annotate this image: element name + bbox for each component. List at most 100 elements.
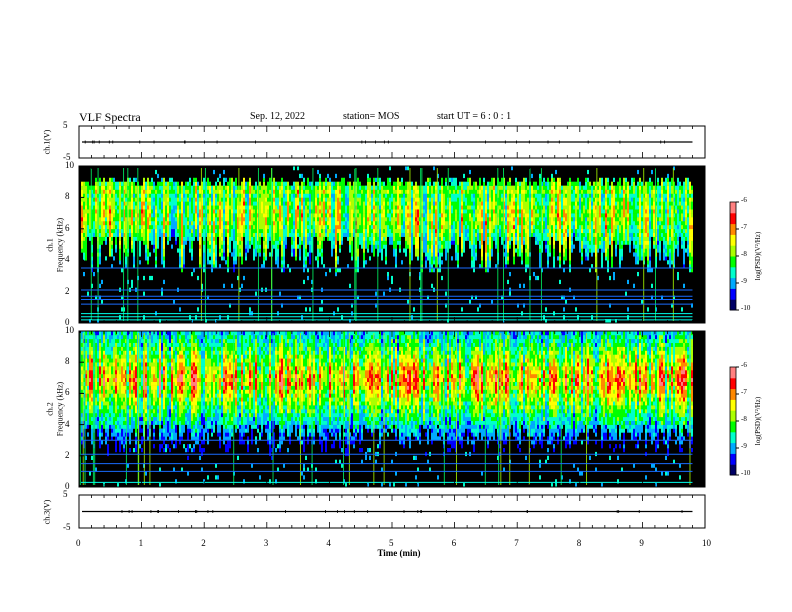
colorbar-cell: [730, 381, 736, 384]
impulse-streak: [455, 333, 457, 485]
spectrogram-ch2-cells: [79, 331, 693, 488]
colorbar-cell: [730, 370, 736, 373]
impulse-streak: [200, 168, 202, 321]
impulse-streak: [97, 168, 99, 321]
colorbar-cell: [730, 268, 736, 271]
x-tick-label: 0: [76, 538, 81, 548]
colorbar-cell: [730, 274, 736, 277]
colorbar-cell: [730, 295, 736, 298]
colorbar-cell: [730, 286, 736, 289]
colorbar-cell: [730, 367, 736, 370]
y-tick-label: 5: [63, 120, 68, 130]
y-tick-label: 0: [65, 317, 70, 327]
colorbar-cell: [730, 256, 736, 259]
colorbar-cell: [730, 304, 736, 307]
colorbar-cell: [730, 218, 736, 221]
impulse-streak: [143, 333, 145, 485]
impulse-streak: [654, 168, 656, 321]
x-tick-label: 10: [702, 538, 711, 548]
colorbar-cell: [730, 245, 736, 248]
impulse-streak: [672, 168, 674, 321]
x-axis-label: Time (min): [377, 548, 421, 558]
y-tick-label: 10: [65, 160, 74, 170]
impulse-streak: [79, 333, 81, 485]
x-tick-label: 1: [138, 538, 144, 548]
colorbar-cell: [730, 275, 736, 279]
colorbar-cell: [730, 221, 736, 225]
colorbar-cell: [730, 241, 736, 244]
impulse-streak: [84, 333, 86, 485]
colorbar-cell: [730, 415, 736, 418]
date-label: Sep. 12, 2022: [250, 111, 305, 122]
y-tick-label: -5: [63, 522, 71, 532]
impulse-streak: [238, 168, 240, 321]
y-axis-label-voltage: ch.3(V): [42, 499, 52, 524]
colorbar-cell: [730, 234, 736, 237]
colorbar-cell: [730, 430, 736, 433]
colorbar-cell: [730, 283, 736, 286]
colorbar-cell: [730, 419, 736, 422]
impulse-streak: [82, 333, 84, 485]
y-tick-label: -5: [63, 152, 71, 162]
colorbar-cell: [730, 368, 736, 372]
colorbar-cell: [730, 464, 736, 467]
y-tick-label: 2: [65, 285, 70, 296]
colorbar-cell: [730, 399, 736, 402]
impulse-streak: [355, 168, 357, 321]
colorbar-tick-label: -8: [741, 415, 747, 423]
impulse-streak: [484, 333, 486, 485]
x-tick-label: 3: [263, 538, 269, 548]
colorbar-cell: [730, 471, 736, 474]
colorbar-cell: [730, 230, 736, 234]
colorbar-cell: [730, 406, 736, 409]
impulse-streak: [503, 168, 505, 321]
colorbar-cell: [730, 202, 736, 205]
colorbar-cell: [730, 257, 736, 261]
y-axis-label-frequency: Frequency (kHz): [55, 381, 65, 437]
colorbar-tick-label: -8: [741, 250, 747, 258]
impulse-streak: [509, 333, 511, 485]
colorbar-cell: [730, 279, 736, 282]
colorbar-cell: [730, 252, 736, 255]
start-ut-label: start UT = 6 : 0 : 1: [437, 111, 512, 122]
impulse-streak: [443, 333, 445, 485]
colorbar-cell: [730, 212, 736, 216]
impulse-streak: [299, 333, 301, 485]
colorbar-cell: [730, 431, 736, 435]
y-tick-label: 5: [63, 489, 68, 499]
colorbar-cell: [730, 397, 736, 400]
colorbar-cell: [730, 239, 736, 243]
impulse-streak: [447, 168, 449, 321]
colorbar-cell: [730, 290, 736, 293]
impulse-streak: [420, 168, 422, 321]
impulse-streak: [343, 333, 345, 485]
colorbar-cell: [730, 281, 736, 284]
colorbar-cell: [730, 284, 736, 288]
impulse-streak: [149, 333, 151, 485]
colorbar-cell: [730, 417, 736, 420]
colorbar-cell: [730, 388, 736, 391]
impulse-streak: [409, 168, 411, 321]
colorbar-cell: [730, 266, 736, 270]
colorbar-cell: [730, 306, 736, 309]
colorbar-cell: [730, 439, 736, 442]
colorbar-cell: [730, 444, 736, 447]
impulse-streak: [354, 168, 356, 321]
impulse-streak: [560, 333, 562, 485]
colorbar-cell: [730, 308, 736, 311]
y-tick-label: 4: [65, 254, 70, 265]
y-axis-label-channel: ch.1: [45, 237, 55, 252]
colorbar-cell: [730, 302, 736, 306]
colorbar-cell: [730, 437, 736, 440]
x-tick-label: 5: [389, 538, 394, 548]
colorbar-cell: [730, 404, 736, 408]
station-label: station= MOS: [343, 111, 400, 122]
colorbar-cell: [730, 227, 736, 230]
colorbar-cell: [730, 403, 736, 406]
impulse-streak: [689, 333, 691, 485]
impulse-streak: [586, 333, 588, 485]
colorbar-cell: [730, 216, 736, 219]
x-tick-label: 8: [576, 538, 582, 548]
colorbar-cell: [730, 374, 736, 377]
